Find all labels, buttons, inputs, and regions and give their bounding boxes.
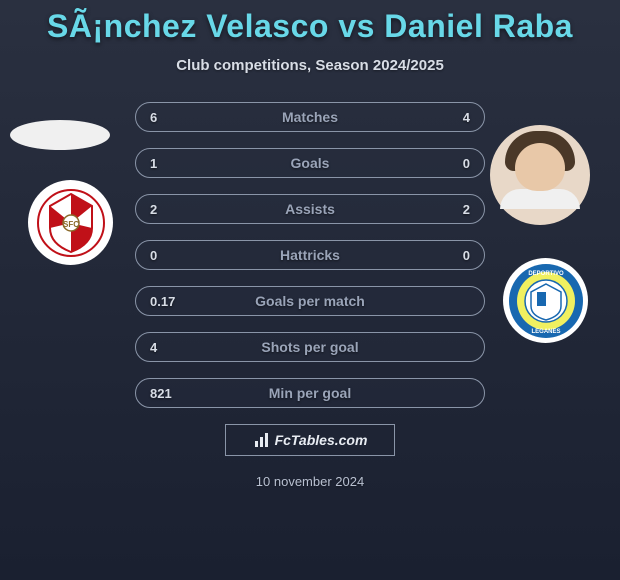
stat-label: Goals per match — [255, 293, 365, 309]
stat-value-left: 0 — [150, 248, 157, 263]
stat-row: 0 Hattricks 0 — [135, 240, 485, 270]
stat-value-right: 2 — [463, 202, 470, 217]
club-crest-left: SFC — [28, 180, 113, 265]
player-photo-left — [10, 120, 110, 150]
page-title: SÃ¡nchez Velasco vs Daniel Raba — [0, 0, 620, 45]
player-photo-right — [490, 125, 590, 225]
stat-row: 1 Goals 0 — [135, 148, 485, 178]
stat-row: 4 Shots per goal — [135, 332, 485, 362]
stat-row: 0.17 Goals per match — [135, 286, 485, 316]
stat-value-left: 4 — [150, 340, 157, 355]
stat-value-right: 4 — [463, 110, 470, 125]
stat-value-right: 0 — [463, 248, 470, 263]
stat-value-left: 6 — [150, 110, 157, 125]
subtitle: Club competitions, Season 2024/2025 — [0, 57, 620, 74]
stat-value-left: 2 — [150, 202, 157, 217]
stat-value-left: 821 — [150, 386, 172, 401]
chart-icon — [253, 431, 271, 449]
stat-row: 2 Assists 2 — [135, 194, 485, 224]
stat-label: Goals — [291, 155, 330, 171]
stat-label: Matches — [282, 109, 338, 125]
svg-text:SFC: SFC — [63, 220, 79, 229]
club-crest-right: DEPORTIVO LEGANES — [503, 258, 588, 343]
stat-label: Shots per goal — [261, 339, 358, 355]
stat-value-left: 1 — [150, 156, 157, 171]
footer-brand-box: FcTables.com — [225, 424, 395, 456]
svg-text:LEGANES: LEGANES — [531, 329, 560, 335]
stat-value-right: 0 — [463, 156, 470, 171]
stat-row: 821 Min per goal — [135, 378, 485, 408]
stat-label: Min per goal — [269, 385, 351, 401]
sevilla-crest-icon: SFC — [36, 188, 106, 258]
footer-brand-text: FcTables.com — [275, 432, 368, 448]
stat-label: Assists — [285, 201, 335, 217]
stat-label: Hattricks — [280, 247, 340, 263]
date-text: 10 november 2024 — [0, 474, 620, 489]
stat-row: 6 Matches 4 — [135, 102, 485, 132]
leganes-crest-icon: DEPORTIVO LEGANES — [507, 262, 585, 340]
svg-text:DEPORTIVO: DEPORTIVO — [528, 271, 564, 277]
stats-list: 6 Matches 4 1 Goals 0 2 Assists 2 0 Hattricks 0 0.17… — [135, 102, 485, 408]
stat-value-left: 0.17 — [150, 294, 175, 309]
